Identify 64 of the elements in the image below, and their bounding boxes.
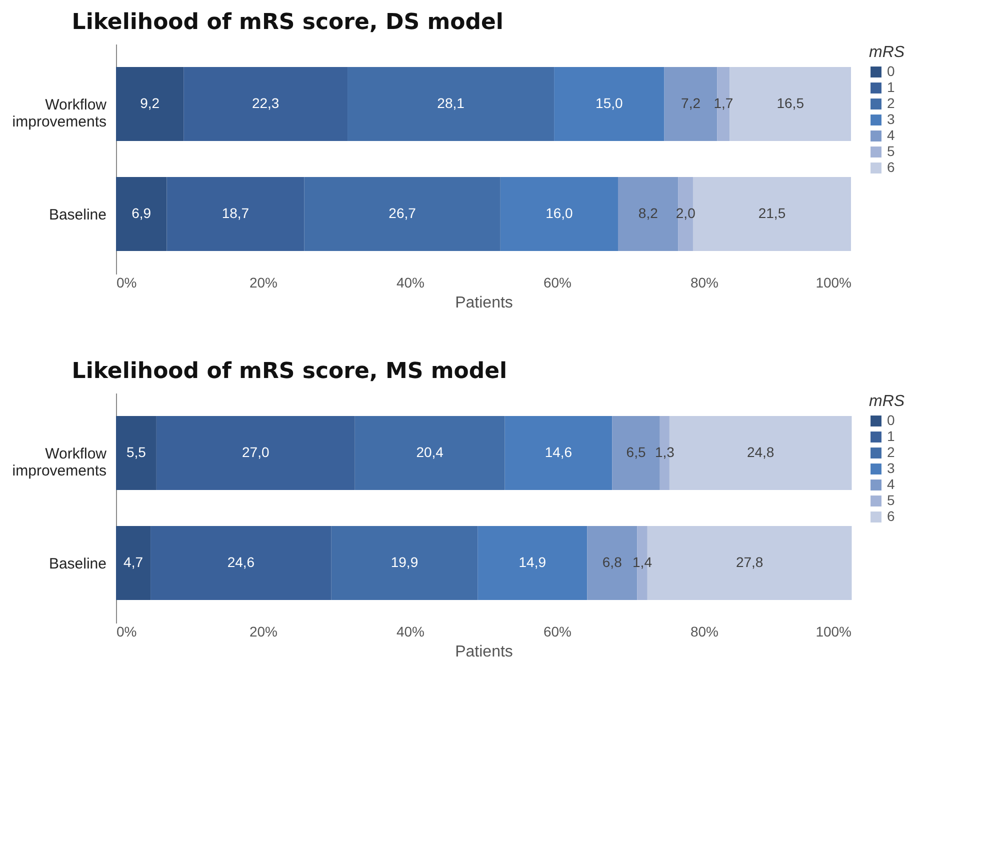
data-label: 28,1 <box>437 95 465 111</box>
y-tick-label: Baseline <box>48 556 106 572</box>
legend-label: 6 <box>887 159 895 175</box>
data-label: 24,6 <box>227 554 255 570</box>
x-tick-label: 0% <box>116 624 137 640</box>
data-label: 20,4 <box>416 444 444 460</box>
y-tick-label: Baseline <box>48 206 106 224</box>
x-tick-label: 20% <box>249 624 278 640</box>
data-label: 8,2 <box>638 205 658 221</box>
x-tick-label: 40% <box>396 274 425 290</box>
legend-title: mRS <box>869 393 905 410</box>
x-tick-label: 100% <box>816 274 852 290</box>
data-label: 2,0 <box>676 205 696 221</box>
data-label: 26,7 <box>388 205 416 221</box>
data-label: 27,8 <box>736 554 764 570</box>
legend-label: 1 <box>887 428 895 444</box>
legend-title: mRS <box>869 44 905 61</box>
x-tick-label: 80% <box>690 274 719 290</box>
x-axis-title: Patients <box>455 644 513 660</box>
x-tick-label: 40% <box>396 624 425 640</box>
x-tick-label: 60% <box>543 624 572 640</box>
x-axis-title: Patients <box>455 294 513 312</box>
x-tick-label: 60% <box>543 274 572 290</box>
data-label: 6,9 <box>132 205 152 221</box>
legend-label: 6 <box>887 508 895 524</box>
x-tick-label: 80% <box>690 624 719 640</box>
legend-label: 4 <box>887 127 895 143</box>
data-label: 7,2 <box>681 95 701 111</box>
legend-label: 5 <box>887 492 895 508</box>
data-label: 14,9 <box>518 554 546 570</box>
data-label: 9,2 <box>140 95 160 111</box>
legend-label: 5 <box>887 143 895 159</box>
legend-label: 0 <box>887 412 895 428</box>
legend-label: 1 <box>887 79 895 95</box>
x-tick-label: 20% <box>249 274 278 290</box>
data-label: 14,6 <box>544 444 572 460</box>
chart-title: Likelihood of mRS score, DS model <box>72 10 504 35</box>
data-label: 15,0 <box>596 95 624 111</box>
y-tick-label: Workflow improvements <box>12 96 107 130</box>
x-tick-label: 100% <box>816 624 852 640</box>
chart-title: Likelihood of mRS score, MS model <box>72 359 508 384</box>
data-label: 24,8 <box>746 444 774 460</box>
data-label: 6,5 <box>626 444 646 460</box>
legend-label: 2 <box>887 95 895 111</box>
data-label: 4,7 <box>124 554 144 570</box>
legend-label: 2 <box>887 444 895 460</box>
data-label: 19,9 <box>390 554 418 570</box>
data-label: 16,0 <box>546 205 574 221</box>
data-label: 27,0 <box>242 444 270 460</box>
legend-label: 4 <box>887 476 895 492</box>
y-tick-label: Workflow improvements <box>12 446 107 480</box>
data-label: 22,3 <box>252 95 280 111</box>
data-label: 1,3 <box>654 444 675 460</box>
legend-label: 3 <box>887 111 895 127</box>
data-label: 1,4 <box>632 554 652 570</box>
legend-label: 0 <box>887 63 895 79</box>
data-label: 18,7 <box>222 205 250 221</box>
data-label: 5,5 <box>126 444 146 460</box>
legend-label: 3 <box>887 460 895 476</box>
x-tick-label: 0% <box>116 274 137 290</box>
data-label: 1,7 <box>714 95 734 111</box>
data-label: 16,5 <box>776 95 804 111</box>
data-label: 6,8 <box>602 554 622 570</box>
data-label: 21,5 <box>758 205 786 221</box>
